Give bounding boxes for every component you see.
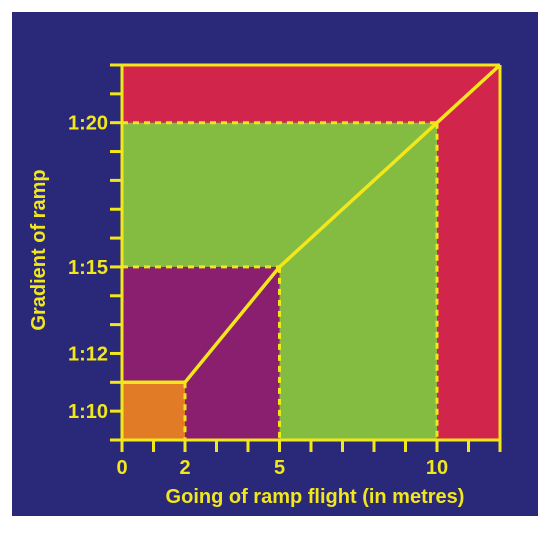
dashed-guides-layer [122,121,439,440]
x-ticks-layer: 0 2 5 10 [116,440,502,479]
x-tick-label-1: 2 [179,457,190,479]
y-tick-label-2: 1:15 [68,257,108,279]
y-axis-label: Gradient of ramp [28,169,50,330]
y-tick-label-0: 1:10 [68,401,108,423]
y-tick-label-3: 1:20 [68,113,108,135]
x-tick-label-0: 0 [116,457,127,479]
zone-rect-3 [122,382,185,440]
y-tick-label-1: 1:12 [68,343,108,365]
x-tick-label-2: 5 [274,457,285,479]
limit-line [122,63,502,385]
x-tick-label-3: 10 [426,457,448,479]
y-ticks-layer: 1:10 1:12 1:15 1:20 [68,63,122,442]
limit-line-layer [122,63,502,385]
x-axis-label: Going of ramp flight (in metres) [166,486,465,508]
